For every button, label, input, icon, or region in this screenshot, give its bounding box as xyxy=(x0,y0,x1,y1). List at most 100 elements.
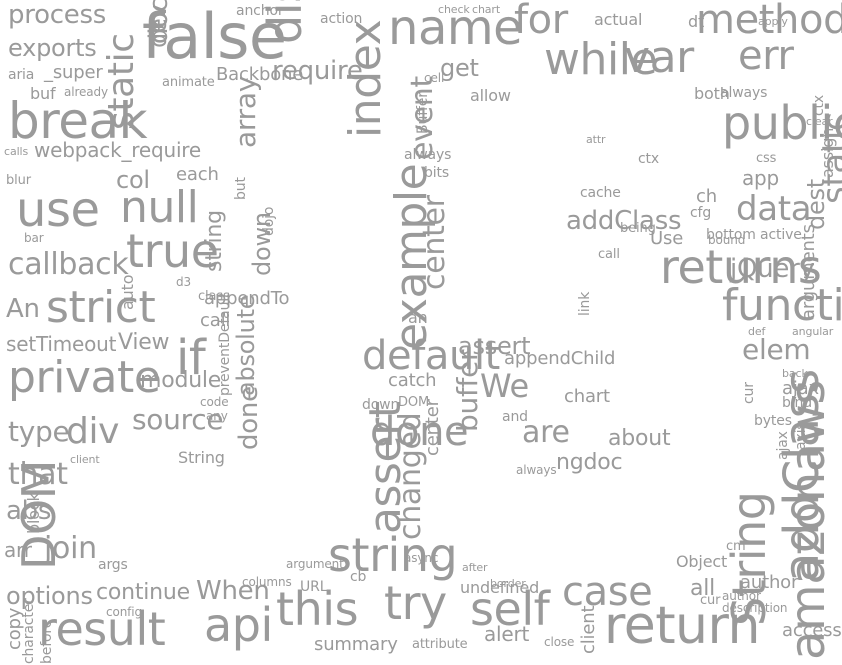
word: ch xyxy=(696,186,717,207)
word: bar xyxy=(24,231,44,245)
word: and xyxy=(502,409,528,425)
word: jQuery xyxy=(730,254,815,284)
word: An xyxy=(6,294,40,324)
word: case xyxy=(562,569,653,615)
word: arguments xyxy=(798,224,819,320)
word: When xyxy=(196,576,270,606)
word: try xyxy=(384,576,447,630)
word: String xyxy=(178,448,225,467)
word: string xyxy=(202,210,227,272)
word: dist xyxy=(258,0,312,44)
word: false xyxy=(142,0,287,73)
word: appendChild xyxy=(504,348,616,369)
word: are xyxy=(522,415,570,450)
word: columns xyxy=(242,575,292,589)
word: being xyxy=(620,221,656,236)
word: bind xyxy=(782,395,812,411)
word: but xyxy=(233,177,249,200)
word: angular xyxy=(792,325,834,338)
word: name xyxy=(388,0,523,56)
word: access xyxy=(782,620,842,641)
word: center xyxy=(417,195,452,290)
word: code xyxy=(200,395,229,409)
word: We xyxy=(480,367,529,405)
word: an xyxy=(408,308,428,327)
word: arr xyxy=(4,538,32,562)
word: client xyxy=(70,453,100,466)
word: done xyxy=(370,409,469,455)
word: action xyxy=(320,11,363,27)
word: dest xyxy=(802,179,830,230)
word: any xyxy=(206,409,228,423)
word: cm xyxy=(726,539,746,554)
word: assert xyxy=(458,332,531,360)
word: always xyxy=(516,463,557,477)
word: before xyxy=(39,619,55,664)
word: get xyxy=(440,54,479,82)
word: api xyxy=(204,598,273,652)
word: border xyxy=(490,577,526,590)
word: chart xyxy=(472,3,501,16)
word: self xyxy=(470,582,550,636)
word: aria xyxy=(8,67,35,83)
word: description xyxy=(722,601,788,615)
word: preventDefault xyxy=(217,292,233,396)
word: default xyxy=(362,333,500,379)
word: copy xyxy=(4,607,25,650)
word: css xyxy=(756,151,777,166)
word: join xyxy=(44,531,97,566)
word: assign xyxy=(818,127,837,178)
word: static xyxy=(101,33,142,130)
word: webpack_require xyxy=(34,138,201,162)
word: summary xyxy=(314,634,398,655)
word: require xyxy=(272,56,363,86)
word: result xyxy=(38,602,166,656)
word: break xyxy=(8,92,148,150)
word: Object xyxy=(676,552,728,571)
word: null xyxy=(120,182,199,233)
word: array xyxy=(229,75,262,148)
word: alert xyxy=(484,622,530,646)
word: axis xyxy=(793,422,809,451)
word: col xyxy=(116,166,150,194)
word: bytes xyxy=(754,413,792,429)
word: source xyxy=(132,403,224,436)
word: data xyxy=(736,189,812,229)
word: attribute xyxy=(412,637,468,652)
word: abs xyxy=(6,496,52,526)
word: div xyxy=(66,411,120,452)
word: animate xyxy=(162,75,215,90)
word: exports xyxy=(8,34,97,62)
word: undefined xyxy=(460,578,540,597)
word: class xyxy=(198,289,230,304)
word: callback xyxy=(8,247,129,282)
word: call xyxy=(598,247,620,262)
word: active xyxy=(760,227,802,243)
word: check xyxy=(438,3,470,16)
word: true xyxy=(126,224,219,278)
word: about xyxy=(608,426,671,451)
word: DOM xyxy=(12,460,66,570)
word: that xyxy=(8,457,68,492)
word: allow xyxy=(470,86,511,105)
word: already xyxy=(64,85,108,99)
word: _super xyxy=(44,62,103,83)
word: cache xyxy=(580,185,621,201)
word: var xyxy=(624,32,694,83)
word: clear xyxy=(806,115,833,128)
word: buf xyxy=(30,84,56,103)
word: argument xyxy=(286,557,344,571)
word: String xyxy=(722,491,776,626)
word: while xyxy=(544,34,658,85)
word: continue xyxy=(96,580,190,605)
word: ajax xyxy=(782,378,819,399)
word: attr xyxy=(586,133,606,146)
word: anchor xyxy=(236,3,284,19)
word: auto xyxy=(118,274,137,310)
word: options xyxy=(6,582,93,610)
word: URL xyxy=(300,579,328,595)
word: apply xyxy=(758,15,788,28)
word: ajax xyxy=(775,431,791,460)
word: absolute xyxy=(232,294,260,396)
word: return xyxy=(604,596,760,656)
